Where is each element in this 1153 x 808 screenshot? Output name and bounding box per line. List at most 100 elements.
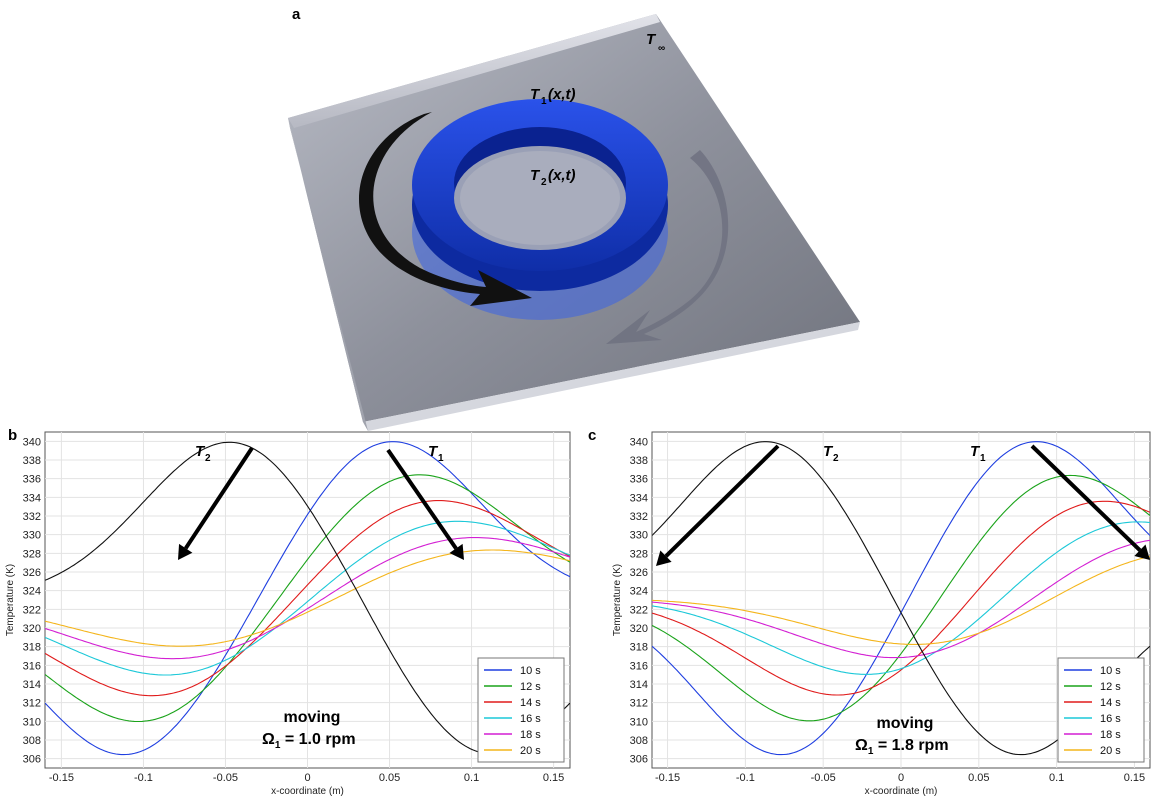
curve-label-sub: 1 [980, 453, 986, 464]
upper-ring [412, 99, 668, 291]
legend-entry: 16 s [1100, 713, 1121, 725]
series-line-18s [652, 539, 1150, 659]
x-axis-title: x-coordinate (m) [865, 786, 938, 797]
y-tick-label: 338 [23, 455, 41, 467]
trend-arrow [1030, 444, 1142, 552]
y-tick-label: 330 [23, 530, 41, 542]
panel-a: a T ∞ T [288, 6, 860, 431]
y-tick-label: 326 [630, 567, 648, 579]
x-tick-label: -0.05 [213, 772, 238, 784]
legend-entry: 14 s [520, 697, 541, 709]
plate-front-edge [363, 322, 860, 431]
curve-label-t2: T [823, 443, 834, 460]
y-tick-label: 340 [23, 436, 41, 448]
y-axis-title: Temperature (K) [5, 564, 16, 636]
panel-label-c: c [588, 427, 596, 444]
legend-entry: 12 s [1100, 681, 1121, 693]
y-tick-label: 306 [23, 754, 41, 766]
x-tick-label: 0.05 [379, 772, 400, 784]
svg-text:(x,t): (x,t) [548, 167, 576, 184]
annotation-moving: moving [877, 715, 934, 732]
annotation-moving: moving [284, 709, 341, 726]
series-line-18s [45, 537, 570, 660]
series-line-16s [652, 521, 1150, 675]
y-tick-label: 332 [630, 511, 648, 523]
svg-text:T: T [530, 86, 541, 103]
label-t-infinity: T ∞ [646, 31, 665, 54]
y-tick-label: 312 [23, 698, 41, 710]
legend-entry: 10 s [520, 665, 541, 677]
curve-label-t1: T [428, 443, 439, 460]
y-tick-label: 336 [23, 474, 41, 486]
legend: 10 s 12 s 14 s 16 s 18 s 20 s [477, 657, 565, 763]
legend-entry: 18 s [520, 729, 541, 741]
series-line-12s [45, 474, 570, 723]
svg-text:2: 2 [541, 177, 547, 188]
x-tick-label: -0.1 [736, 772, 755, 784]
legend-box [1057, 657, 1145, 763]
y-tick-label: 324 [23, 586, 41, 598]
x-tick-label: 0.15 [543, 772, 564, 784]
curve-label-t1: T [970, 443, 981, 460]
svg-text:T: T [530, 167, 541, 184]
y-tick-label: 314 [630, 679, 648, 691]
x-tick-label: -0.05 [811, 772, 836, 784]
label-t2-xt: T 2 (x,t) [530, 167, 576, 188]
y-tick-label: 334 [630, 492, 648, 504]
curve-label-t2: T [195, 443, 206, 460]
trend-arrow [386, 448, 458, 550]
svg-text:∞: ∞ [658, 43, 665, 54]
legend-entry: 16 s [520, 713, 541, 725]
series-line-14s [45, 500, 570, 697]
y-tick-label: 328 [23, 548, 41, 560]
x-tick-label: 0 [898, 772, 904, 784]
legend-entry: 12 s [520, 681, 541, 693]
y-tick-label: 320 [630, 623, 648, 635]
y-tick-label: 336 [630, 474, 648, 486]
y-tick-label: 322 [630, 604, 648, 616]
y-tick-label: 308 [630, 735, 648, 747]
y-tick-label: 318 [23, 642, 41, 654]
y-tick-label: 340 [630, 436, 648, 448]
annotation-speed: Ω1 = 1.0 rpm [262, 731, 356, 751]
series-line-20s [652, 555, 1150, 645]
y-tick-label: 328 [630, 548, 648, 560]
series-line-10s [45, 441, 570, 756]
trend-arrow [184, 446, 254, 550]
series-group [45, 441, 570, 756]
y-tick-label: 316 [630, 660, 648, 672]
y-tick-label: 316 [23, 660, 41, 672]
annotation-speed: Ω1 = 1.8 rpm [855, 737, 949, 757]
x-tick-label: 0.05 [968, 772, 989, 784]
y-tick-label: 310 [630, 716, 648, 728]
x-axis-title: x-coordinate (m) [271, 786, 344, 797]
curve-label-sub: 2 [205, 453, 211, 464]
plate-top-edge [288, 14, 660, 128]
x-tick-label: 0.15 [1124, 772, 1145, 784]
y-axis-title: Temperature (K) [612, 564, 623, 636]
legend-box [477, 657, 565, 763]
legend-entry: 18 s [1100, 729, 1121, 741]
curve-label-sub: 2 [833, 453, 839, 464]
panel-label-b: b [8, 427, 17, 444]
legend-entry: 10 s [1100, 665, 1121, 677]
x-tick-label: 0 [304, 772, 310, 784]
y-tick-label: 330 [630, 530, 648, 542]
trend-arrow-head [449, 543, 464, 560]
y-tick-label: 334 [23, 492, 41, 504]
trend-arrow [664, 444, 780, 558]
svg-text:(x,t): (x,t) [548, 86, 576, 103]
legend-entry: 20 s [1100, 745, 1121, 757]
legend-entry: 14 s [1100, 697, 1121, 709]
y-tick-label: 310 [23, 716, 41, 728]
series-line-20s [45, 549, 570, 647]
panel-label-a: a [292, 6, 301, 23]
y-tick-label: 324 [630, 586, 648, 598]
y-tick-label: 332 [23, 511, 41, 523]
x-tick-label: 0.1 [1049, 772, 1064, 784]
series-line-14s [652, 500, 1150, 696]
chart-b: b 306 308 310 312 314 316 318 320 322 324 326 328 330… [5, 427, 571, 797]
y-tick-label: 314 [23, 679, 41, 691]
series-line-16s [45, 520, 570, 676]
